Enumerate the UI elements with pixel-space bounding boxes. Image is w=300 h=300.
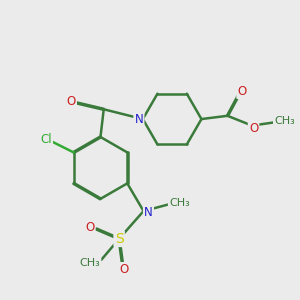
Text: O: O	[119, 263, 129, 276]
Text: CH₃: CH₃	[169, 198, 190, 208]
Text: Cl: Cl	[40, 133, 52, 146]
Text: O: O	[238, 85, 247, 98]
Text: O: O	[249, 122, 258, 135]
Text: CH₃: CH₃	[80, 258, 100, 268]
Text: S: S	[115, 232, 124, 246]
Text: N: N	[144, 206, 153, 219]
Text: O: O	[85, 221, 94, 234]
Text: O: O	[67, 94, 76, 108]
Text: N: N	[134, 112, 143, 126]
Text: CH₃: CH₃	[274, 116, 295, 126]
